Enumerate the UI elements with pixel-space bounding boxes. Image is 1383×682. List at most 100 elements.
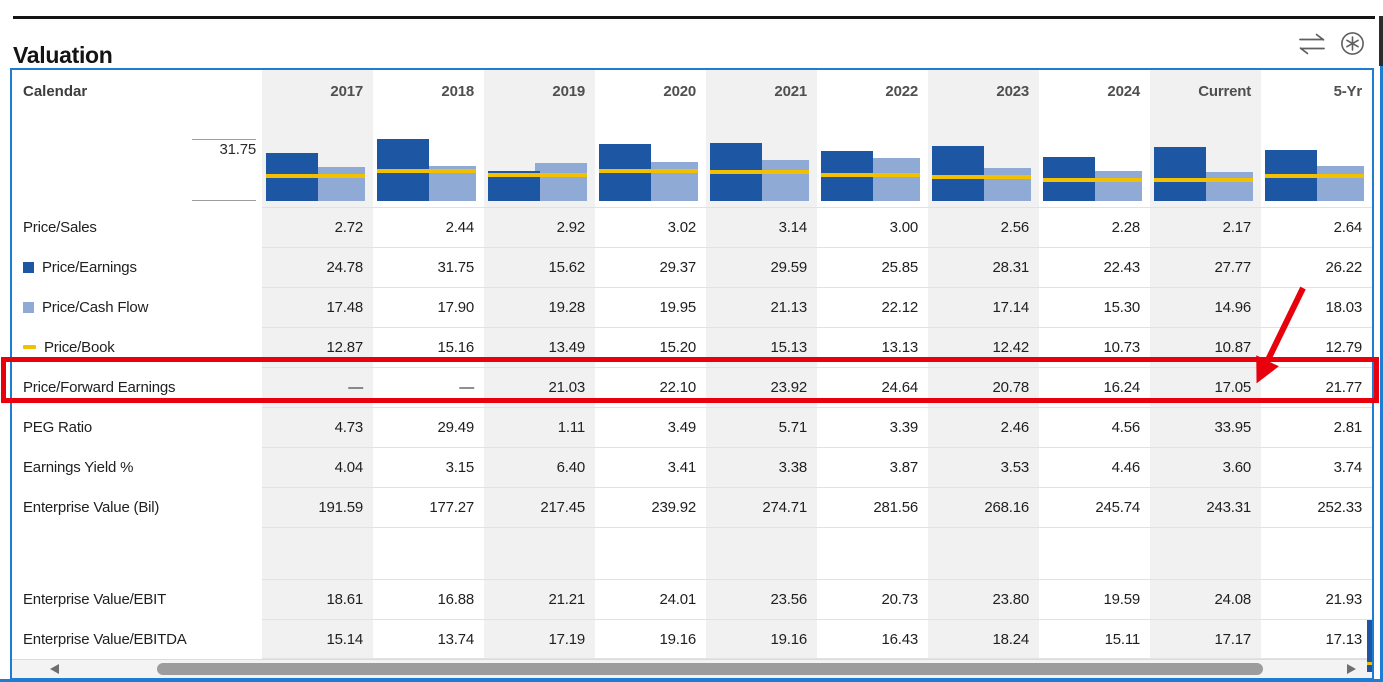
- value-cell: 268.16: [928, 487, 1039, 527]
- value-cell: 177.27: [373, 487, 484, 527]
- scrollbar-thumb[interactable]: [157, 663, 1263, 675]
- column-header-2017: 2017: [262, 70, 373, 112]
- value-cell: 191.59: [262, 487, 373, 527]
- clipped-price-book-line: [1367, 662, 1372, 665]
- value-cell: 2.28: [1039, 207, 1150, 247]
- value-cell: 15.20: [595, 327, 706, 367]
- row-price-book: Price/Book 12.87 15.16 13.49 15.20 15.13 13.13…: [12, 327, 1372, 367]
- chart-bars-2020: [599, 139, 698, 201]
- row-price-sales: Price/Sales 2.72 2.44 2.92 3.02 3.14 3.00 2.56 2…: [12, 207, 1372, 247]
- chart-bars-2018: [377, 139, 476, 201]
- row-label: Price/Forward Earnings: [23, 378, 176, 396]
- scroll-left-arrow[interactable]: [50, 664, 59, 674]
- value-cell: 18.61: [262, 579, 373, 619]
- value-cell: 3.39: [817, 407, 928, 447]
- row-label-cell: Price/Sales: [12, 207, 262, 247]
- price-cash-flow-legend-swatch: [23, 301, 34, 313]
- value-cell: 3.15: [373, 447, 484, 487]
- row-label-cell: Price/Cash Flow: [12, 287, 262, 327]
- value-cell: 18.03: [1261, 287, 1372, 327]
- chart-bars-2019: [488, 139, 587, 201]
- value-cell: 20.78: [928, 367, 1039, 407]
- value-cell: 17.05: [1150, 367, 1261, 407]
- price-book-legend-swatch: [23, 345, 36, 349]
- value-cell: 274.71: [706, 487, 817, 527]
- value-cell: 4.73: [262, 407, 373, 447]
- value-cell: 3.14: [706, 207, 817, 247]
- value-cell: 239.92: [595, 487, 706, 527]
- window-edge-dark: [1379, 16, 1383, 66]
- row-label: Enterprise Value (Bil): [23, 498, 160, 516]
- value-cell: 13.49: [484, 327, 595, 367]
- page-title: Valuation: [13, 42, 113, 69]
- valuation-table: Calendar 2017 2018 2019 2020 2021 2022 2023 2024…: [10, 68, 1374, 680]
- price-cash-flow-bar: [645, 162, 698, 201]
- row-label: Price/Cash Flow: [42, 298, 149, 316]
- value-cell: [1150, 527, 1261, 579]
- price-cash-flow-bar: [1311, 165, 1364, 201]
- row-label: Enterprise Value/EBIT: [23, 590, 167, 608]
- value-cell: 3.38: [706, 447, 817, 487]
- value-cell: 25.85: [817, 247, 928, 287]
- value-cell: 21.21: [484, 579, 595, 619]
- table-body: Price/Sales 2.72 2.44 2.92 3.02 3.14 3.00 2.56 2…: [12, 207, 1372, 659]
- value-cell: 12.87: [262, 327, 373, 367]
- value-cell: 19.59: [1039, 579, 1150, 619]
- value-cell: 19.95: [595, 287, 706, 327]
- value-cell: 22.12: [817, 287, 928, 327]
- chart-bars-2017: [266, 139, 365, 201]
- value-cell: [595, 527, 706, 579]
- price-book-line: [599, 169, 698, 174]
- value-cell: 15.14: [262, 619, 373, 659]
- price-earnings-bar: [932, 145, 985, 201]
- price-cash-flow-bar: [1200, 171, 1253, 201]
- value-cell: 23.80: [928, 579, 1039, 619]
- value-cell: 217.45: [484, 487, 595, 527]
- row-label: Price/Earnings: [42, 258, 137, 276]
- value-cell: 21.03: [484, 367, 595, 407]
- value-cell: 4.56: [1039, 407, 1150, 447]
- scroll-right-arrow[interactable]: [1347, 664, 1356, 674]
- row-label-cell: Price/Forward Earnings: [12, 367, 262, 407]
- horizontal-scrollbar[interactable]: [12, 659, 1372, 678]
- value-cell: 17.13: [1261, 619, 1372, 659]
- column-header-5-yr: 5-Yr: [1333, 82, 1363, 100]
- row-label-cell: Enterprise Value (Bil): [12, 487, 262, 527]
- price-earnings-bar: [1154, 146, 1207, 201]
- window-edge-right: [1380, 66, 1383, 680]
- chart-column-5-yr: [1261, 112, 1372, 207]
- row-earnings-yield: Earnings Yield % 4.04 3.15 6.40 3.41 3.38 3.87…: [12, 447, 1372, 487]
- value-cell: 20.73: [817, 579, 928, 619]
- row-label: Enterprise Value/EBITDA: [23, 630, 187, 648]
- window-edge-bottom: [0, 679, 1383, 682]
- price-cash-flow-bar: [867, 157, 920, 201]
- value-cell: 281.56: [817, 487, 928, 527]
- value-cell: 243.31: [1150, 487, 1261, 527]
- row-enterprise-value-ebitda: Enterprise Value/EBITDA 15.14 13.74 17.19 19…: [12, 619, 1372, 659]
- chart-column-2021: [706, 112, 817, 207]
- table-header-row: Calendar 2017 2018 2019 2020 2021 2022 2023 2024…: [12, 70, 1372, 112]
- value-cell: 24.08: [1150, 579, 1261, 619]
- chart-axis-label: 31.75: [219, 141, 256, 158]
- value-cell: 2.46: [928, 407, 1039, 447]
- value-cell: [484, 527, 595, 579]
- compare-arrows-icon[interactable]: [1297, 33, 1327, 55]
- value-cell: 4.46: [1039, 447, 1150, 487]
- value-cell: 3.87: [817, 447, 928, 487]
- asterisk-circle-icon[interactable]: [1340, 31, 1365, 56]
- column-header-calendar: Calendar: [23, 82, 88, 100]
- value-cell: 22.43: [1039, 247, 1150, 287]
- column-header-2022: 2022: [885, 82, 918, 100]
- column-header-current: Current: [1150, 70, 1261, 112]
- price-book-line: [821, 173, 920, 178]
- section-toolbar: [1297, 31, 1365, 56]
- value-cell: 3.49: [595, 407, 706, 447]
- value-cell: 19.28: [484, 287, 595, 327]
- top-divider-rule: [13, 16, 1375, 19]
- value-cell: 2.72: [262, 207, 373, 247]
- row-label: Earnings Yield %: [23, 458, 134, 476]
- value-cell: 33.95: [1150, 407, 1261, 447]
- chart-column-2019: [484, 112, 595, 207]
- row-label-cell: [12, 527, 262, 579]
- row-enterprise-value-ebit: Enterprise Value/EBIT 18.61 16.88 21.21 24.0…: [12, 579, 1372, 619]
